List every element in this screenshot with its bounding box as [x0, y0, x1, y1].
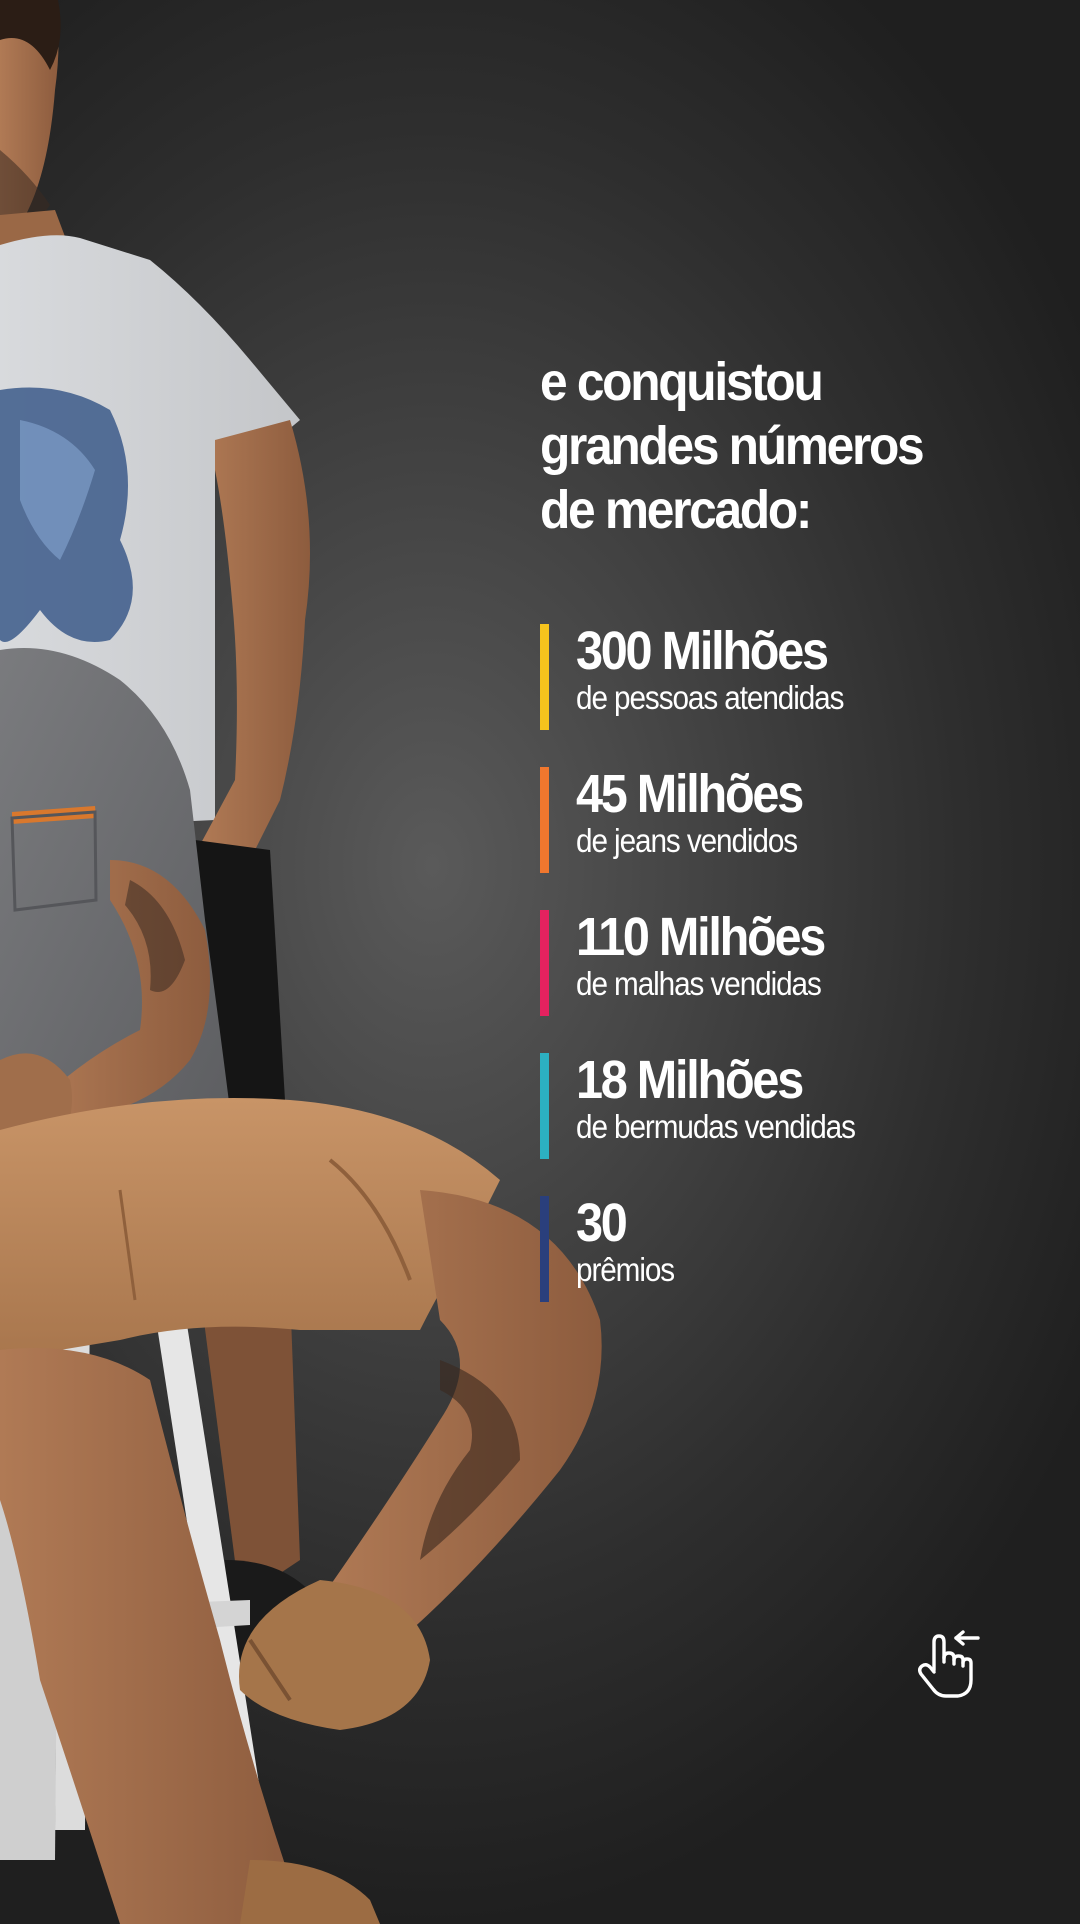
stat-item: 110 Milhões de malhas vendidas [540, 908, 1040, 1016]
stat-color-bar [540, 1196, 549, 1302]
stat-item: 30 prêmios [540, 1194, 1040, 1302]
stat-value: 300 Milhões [576, 621, 829, 681]
stat-color-bar [540, 767, 549, 873]
stat-description: de malhas vendidas [576, 965, 822, 1002]
stat-description: prêmios [576, 1251, 675, 1288]
headline-line-2: grandes números [540, 416, 925, 476]
stat-value: 110 Milhões [576, 907, 826, 967]
stat-description: de bermudas vendidas [576, 1108, 856, 1145]
stat-color-bar [540, 910, 549, 1016]
stat-value: 18 Milhões [576, 1050, 804, 1110]
stat-value: 45 Milhões [576, 764, 804, 824]
stat-description: de pessoas atendidas [576, 679, 844, 716]
stat-color-bar [540, 1053, 549, 1159]
stat-item: 300 Milhões de pessoas atendidas [540, 622, 1040, 730]
models-photo [0, 0, 602, 1924]
stats-list: 300 Milhões de pessoas atendidas 45 Milh… [540, 622, 1040, 1337]
stat-value: 30 [576, 1193, 628, 1253]
stat-description: de jeans vendidos [576, 822, 798, 859]
swipe-left-hand-icon[interactable] [912, 1628, 988, 1704]
headline-line-1: e conquistou [540, 352, 824, 412]
stat-color-bar [540, 624, 549, 730]
headline: e conquistou grandes números de mercado: [540, 350, 972, 542]
stat-item: 18 Milhões de bermudas vendidas [540, 1051, 1040, 1159]
headline-line-3: de mercado: [540, 480, 812, 540]
stat-item: 45 Milhões de jeans vendidos [540, 765, 1040, 873]
